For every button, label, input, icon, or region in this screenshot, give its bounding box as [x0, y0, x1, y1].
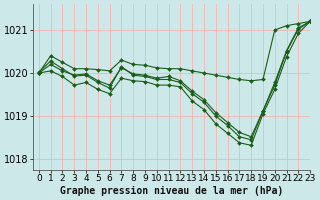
- X-axis label: Graphe pression niveau de la mer (hPa): Graphe pression niveau de la mer (hPa): [60, 186, 283, 196]
